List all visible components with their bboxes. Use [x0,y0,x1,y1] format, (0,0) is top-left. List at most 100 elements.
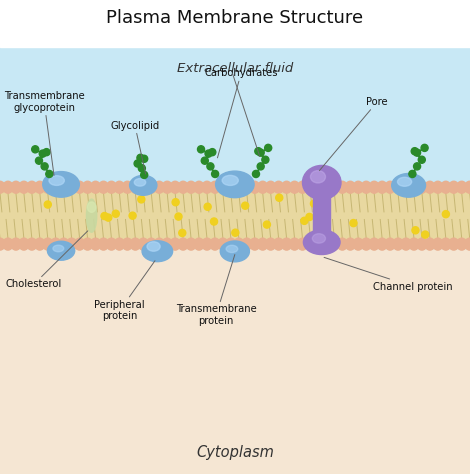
Ellipse shape [441,181,451,193]
Ellipse shape [329,238,339,250]
Ellipse shape [210,238,220,250]
Ellipse shape [345,238,356,250]
Ellipse shape [162,181,172,193]
Ellipse shape [170,238,180,250]
Ellipse shape [146,238,156,250]
Ellipse shape [433,181,443,193]
Ellipse shape [27,181,37,193]
Ellipse shape [44,201,51,208]
Ellipse shape [310,171,326,183]
Ellipse shape [209,148,216,155]
Ellipse shape [350,219,357,227]
Ellipse shape [321,181,331,193]
Ellipse shape [250,238,260,250]
Ellipse shape [0,181,5,193]
Ellipse shape [226,181,236,193]
Ellipse shape [242,181,252,193]
Ellipse shape [141,155,148,162]
Ellipse shape [257,163,264,170]
Ellipse shape [141,172,148,179]
Ellipse shape [449,238,459,250]
Ellipse shape [226,238,236,250]
Ellipse shape [385,181,395,193]
Ellipse shape [412,227,419,234]
Ellipse shape [130,181,140,193]
Ellipse shape [3,238,13,250]
Ellipse shape [11,181,21,193]
Bar [313,185,330,239]
Text: Cytoplasm: Cytoplasm [196,445,274,460]
Ellipse shape [142,241,173,262]
Ellipse shape [220,241,249,262]
Ellipse shape [425,181,435,193]
Ellipse shape [264,144,272,152]
Ellipse shape [82,238,92,250]
Ellipse shape [210,181,220,193]
Ellipse shape [41,163,48,170]
Ellipse shape [234,238,244,250]
Ellipse shape [53,245,64,252]
Ellipse shape [258,181,268,193]
Ellipse shape [216,171,254,198]
Ellipse shape [114,181,125,193]
Ellipse shape [465,181,474,193]
Ellipse shape [82,181,92,193]
Ellipse shape [207,163,214,170]
Ellipse shape [154,238,164,250]
Ellipse shape [51,238,61,250]
Ellipse shape [39,150,46,157]
Ellipse shape [134,179,146,186]
Ellipse shape [398,177,411,186]
Ellipse shape [262,156,269,163]
Ellipse shape [393,238,403,250]
Ellipse shape [198,146,205,153]
Ellipse shape [409,238,419,250]
Ellipse shape [377,181,387,193]
Ellipse shape [258,238,268,250]
Ellipse shape [361,238,371,250]
Ellipse shape [154,181,164,193]
Ellipse shape [175,213,182,220]
Text: Channel protein: Channel protein [324,257,453,292]
Ellipse shape [456,238,467,250]
Ellipse shape [301,217,308,224]
Ellipse shape [417,238,427,250]
Ellipse shape [265,181,276,193]
Ellipse shape [422,231,429,238]
Ellipse shape [74,238,85,250]
Ellipse shape [138,165,146,172]
Ellipse shape [418,156,425,163]
Ellipse shape [204,203,211,210]
Ellipse shape [305,181,316,193]
Ellipse shape [290,181,300,193]
Ellipse shape [409,170,416,178]
Bar [0,0,470,47]
Ellipse shape [74,181,85,193]
Bar [0,192,470,239]
Ellipse shape [421,144,428,152]
Ellipse shape [234,181,244,193]
Ellipse shape [11,238,21,250]
Ellipse shape [51,181,61,193]
Ellipse shape [273,181,284,193]
Ellipse shape [264,221,271,228]
Ellipse shape [99,238,109,250]
Ellipse shape [172,199,179,206]
Text: Glycolipid: Glycolipid [110,120,160,174]
Ellipse shape [401,238,411,250]
Text: Carbohydrates: Carbohydrates [204,68,278,158]
Ellipse shape [255,148,262,155]
Ellipse shape [179,229,186,237]
Ellipse shape [441,238,451,250]
Ellipse shape [302,165,341,200]
Ellipse shape [312,234,326,243]
Ellipse shape [232,229,239,236]
Ellipse shape [43,238,53,250]
Ellipse shape [392,173,426,197]
Ellipse shape [138,196,145,203]
Ellipse shape [433,238,443,250]
Text: Plasma Membrane Structure: Plasma Membrane Structure [106,9,364,27]
Ellipse shape [385,238,395,250]
Ellipse shape [105,214,112,221]
Ellipse shape [122,238,132,250]
